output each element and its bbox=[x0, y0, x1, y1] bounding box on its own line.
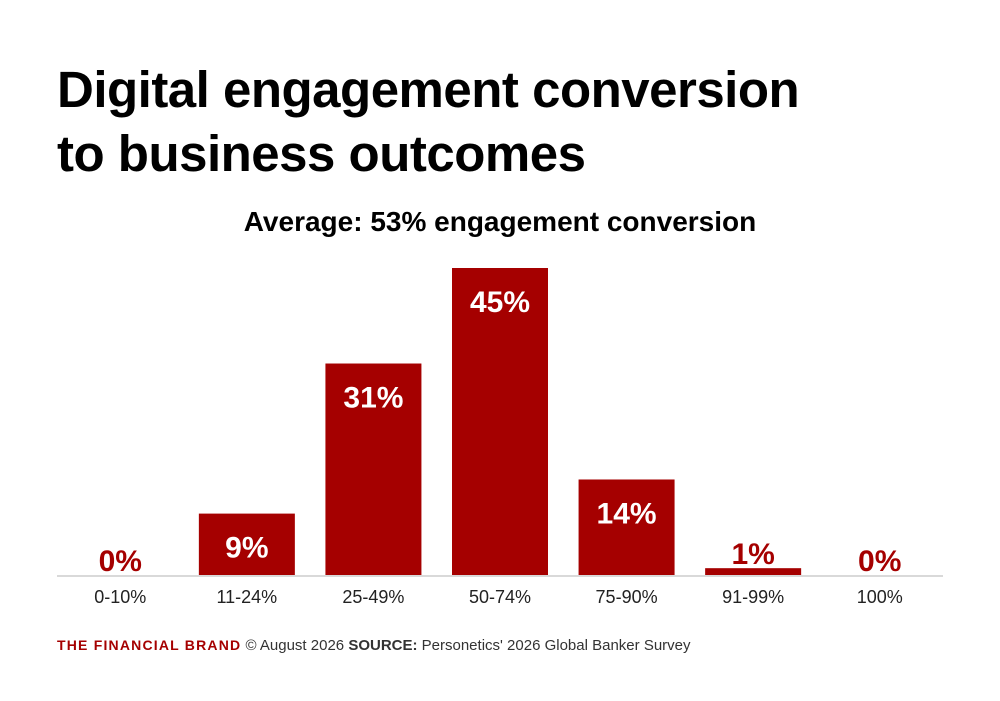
data-label-2: 31% bbox=[343, 382, 403, 415]
data-label-4: 14% bbox=[597, 497, 657, 530]
footer: THE FINANCIAL BRAND © August 2026 SOURCE… bbox=[57, 634, 691, 657]
bar-3 bbox=[452, 268, 548, 575]
chart-title: Digital engagement conversion to busines… bbox=[57, 58, 957, 186]
chart-subtitle: Average: 53% engagement conversion bbox=[243, 206, 757, 237]
x-tick-label-0: 0-10% bbox=[94, 587, 146, 607]
x-tick-label-1: 11-24% bbox=[216, 587, 277, 607]
source-label: SOURCE: bbox=[348, 637, 418, 654]
copyright-text: © August 2026 bbox=[245, 637, 345, 654]
source-text: Personetics' 2026 Global Banker Survey bbox=[421, 637, 691, 654]
data-label-1: 9% bbox=[225, 532, 268, 565]
bar-5 bbox=[705, 568, 802, 575]
chart-title-line-1: Digital engagement conversion bbox=[57, 61, 800, 118]
bar-2 bbox=[325, 363, 422, 575]
x-tick-label-6: 100% bbox=[857, 587, 903, 607]
bars-group bbox=[198, 268, 802, 575]
x-tick-label-5: 91-99% bbox=[722, 587, 784, 607]
x-tick-label-3: 50-74% bbox=[469, 587, 531, 607]
data-label-3: 45% bbox=[470, 286, 530, 319]
x-tick-labels-group: 0-10% 11-24% 25-49% 50-74% 75-90% 91-99% 100% bbox=[94, 587, 902, 607]
x-tick-label-4: 75-90% bbox=[596, 587, 658, 607]
bar-1 bbox=[198, 513, 295, 575]
chart-title-line-2: to business outcomes bbox=[57, 125, 586, 182]
x-tick-label-2: 25-49% bbox=[342, 587, 404, 607]
data-label-5: 1% bbox=[731, 538, 774, 571]
brand-logo-text: THE FINANCIAL BRAND bbox=[57, 637, 242, 653]
data-label-0: 0% bbox=[99, 545, 142, 578]
data-labels-group: 0% 9% 31% 45% 14% 1% 0% bbox=[99, 286, 902, 578]
data-label-6: 0% bbox=[858, 545, 901, 578]
bar-4 bbox=[578, 479, 675, 575]
